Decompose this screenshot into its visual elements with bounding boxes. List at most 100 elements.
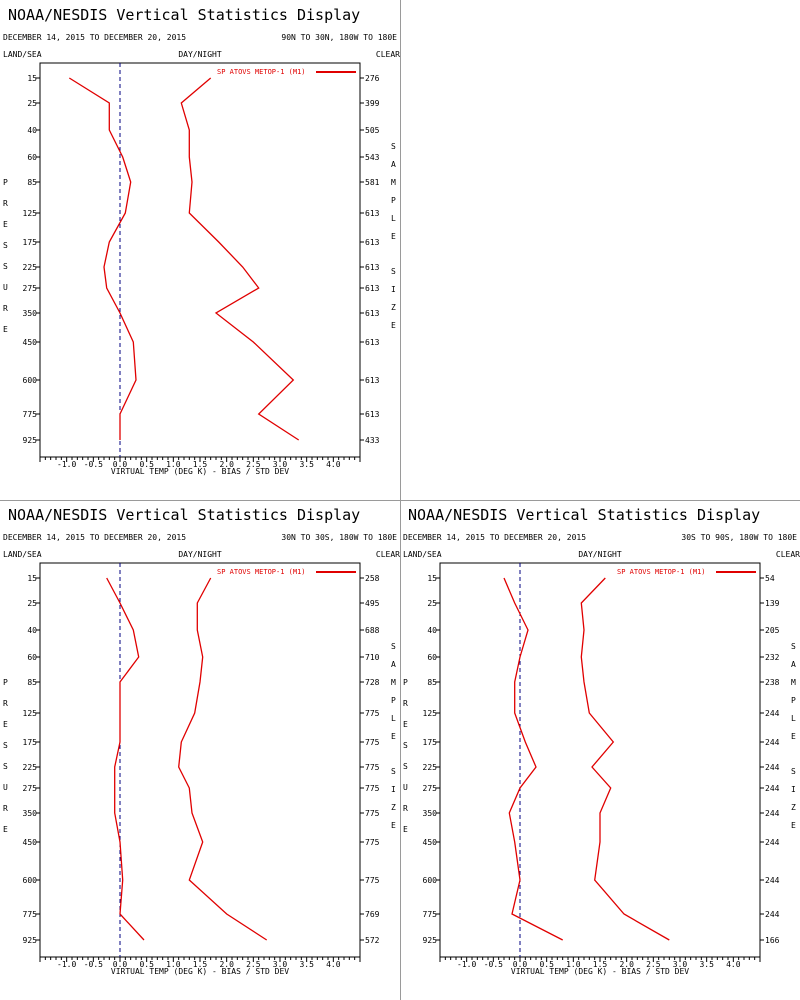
- x-tick-label: 2.0: [619, 960, 634, 969]
- sample-size-value: 495: [365, 599, 380, 608]
- sample-size-value: 710: [365, 653, 380, 662]
- pressure-axis-letter: S: [403, 762, 408, 771]
- surface-label: LAND/SEA: [3, 550, 42, 559]
- x-tick-label: 1.0: [166, 960, 181, 969]
- sample-size-value: 258: [365, 574, 380, 583]
- surface-label: LAND/SEA: [3, 50, 42, 59]
- pressure-level-label: 175: [423, 738, 438, 747]
- x-tick-label: 4.0: [326, 960, 341, 969]
- sample-size-value: 613: [365, 410, 380, 419]
- std-dev-series-line: [178, 577, 268, 941]
- sample-size-value: 775: [365, 838, 380, 847]
- size-axis-letter: S: [391, 267, 396, 276]
- x-tick-label: 1.5: [193, 460, 208, 469]
- pressure-axis-letter: R: [3, 304, 8, 313]
- sample-size-value: 166: [765, 936, 780, 945]
- legend-label: SP ATOVS METOP-1 (M1): [617, 568, 706, 576]
- chart-title: NOAA/NESDIS Vertical Statistics Display: [8, 506, 360, 524]
- sample-size-value: 613: [365, 376, 380, 385]
- pressure-axis-letter: S: [403, 741, 408, 750]
- surface-label: LAND/SEA: [403, 550, 442, 559]
- x-tick-label: 2.5: [246, 460, 261, 469]
- pressure-level-label: 600: [23, 876, 38, 885]
- sample-axis-letter: E: [391, 732, 396, 741]
- sample-size-value: 232: [765, 653, 780, 662]
- pressure-axis-letter: E: [3, 325, 8, 334]
- pressure-axis-letter: P: [3, 678, 8, 687]
- pressure-level-label: 925: [23, 936, 38, 945]
- x-tick-label: 1.0: [166, 460, 181, 469]
- pressure-axis-letter: P: [3, 178, 8, 187]
- legend-label: SP ATOVS METOP-1 (M1): [217, 68, 306, 76]
- pressure-axis-letter: S: [3, 762, 8, 771]
- std-dev-series-line: [180, 77, 300, 441]
- size-axis-letter: Z: [391, 803, 396, 812]
- x-tick-label: 3.0: [273, 960, 288, 969]
- sample-axis-letter: A: [391, 160, 396, 169]
- pressure-axis-letter: U: [3, 283, 8, 292]
- pressure-level-label: 85: [27, 178, 37, 187]
- pressure-level-label: 85: [27, 678, 37, 687]
- x-tick-label: 2.5: [646, 960, 661, 969]
- sample-axis-letter: M: [791, 678, 796, 687]
- sample-axis-letter: L: [791, 714, 796, 723]
- x-tick-label: 2.0: [219, 960, 234, 969]
- pressure-level-label: 40: [427, 626, 437, 635]
- sample-size-value: 728: [365, 678, 380, 687]
- size-axis-letter: I: [791, 785, 796, 794]
- sample-axis-letter: P: [391, 196, 396, 205]
- sample-size-value: 543: [365, 153, 380, 162]
- pressure-level-label: 275: [23, 784, 38, 793]
- chart-svg: NOAA/NESDIS Vertical Statistics Display D…: [3, 6, 400, 476]
- date-range: DECEMBER 14, 2015 TO DECEMBER 20, 2015: [3, 33, 186, 42]
- pressure-level-label: 60: [27, 153, 37, 162]
- size-axis-letter: S: [391, 767, 396, 776]
- x-tick-label: 2.5: [246, 960, 261, 969]
- pressure-level-label: 125: [23, 209, 38, 218]
- date-range: DECEMBER 14, 2015 TO DECEMBER 20, 2015: [3, 533, 186, 542]
- sample-size-value: 775: [365, 763, 380, 772]
- x-tick-label: 4.0: [326, 460, 341, 469]
- pressure-axis-letter: E: [3, 720, 8, 729]
- sample-size-value: 613: [365, 209, 380, 218]
- x-tick-label: 3.0: [273, 460, 288, 469]
- sky-label: CLEAR: [376, 550, 400, 559]
- x-tick-label: -0.5: [84, 460, 103, 469]
- sample-axis-letter: E: [791, 732, 796, 741]
- sample-size-value: 572: [365, 936, 380, 945]
- pressure-level-label: 40: [27, 626, 37, 635]
- x-tick-label: -1.0: [57, 960, 76, 969]
- pressure-level-label: 60: [27, 653, 37, 662]
- pressure-level-label: 450: [423, 838, 438, 847]
- size-axis-letter: E: [791, 821, 796, 830]
- pressure-level-label: 225: [23, 263, 38, 272]
- pressure-level-label: 350: [423, 809, 438, 818]
- sample-size-value: 613: [365, 263, 380, 272]
- x-tick-label: 3.5: [299, 460, 314, 469]
- bias-series-line: [503, 577, 563, 941]
- sample-size-value: 769: [365, 910, 380, 919]
- sample-size-value: 775: [365, 709, 380, 718]
- sample-size-value: 775: [365, 738, 380, 747]
- sample-axis-letter: A: [391, 660, 396, 669]
- size-axis-letter: Z: [391, 303, 396, 312]
- pressure-level-label: 15: [27, 574, 37, 583]
- sample-size-value: 399: [365, 99, 380, 108]
- x-tick-label: 3.0: [673, 960, 688, 969]
- sample-size-value: 276: [365, 74, 380, 83]
- pressure-level-label: 775: [423, 910, 438, 919]
- sample-size-value: 244: [765, 876, 780, 885]
- sample-size-value: 775: [365, 876, 380, 885]
- x-tick-label: 1.0: [566, 960, 581, 969]
- sky-label: CLEAR: [776, 550, 800, 559]
- bias-series-line: [106, 577, 145, 941]
- pressure-axis-letter: U: [3, 783, 8, 792]
- size-axis-letter: I: [391, 785, 396, 794]
- pressure-axis-letter: R: [403, 804, 408, 813]
- pressure-level-label: 85: [427, 678, 437, 687]
- pressure-level-label: 25: [27, 99, 37, 108]
- sample-size-value: 244: [765, 784, 780, 793]
- sample-axis-letter: M: [391, 678, 396, 687]
- pressure-level-label: 450: [23, 838, 38, 847]
- x-tick-label: 1.5: [593, 960, 608, 969]
